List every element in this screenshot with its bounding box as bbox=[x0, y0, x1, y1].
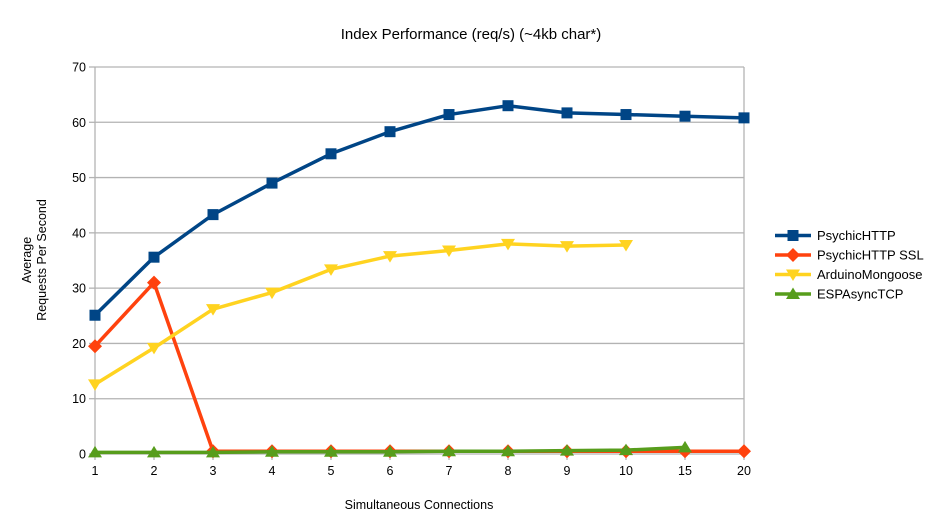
series-line bbox=[93, 280, 746, 453]
series-line bbox=[93, 103, 746, 317]
x-tick-label-20: 20 bbox=[737, 464, 751, 478]
data-point-7 bbox=[442, 245, 456, 258]
y-tick-label-50: 50 bbox=[72, 171, 86, 185]
legend-marker-diamond bbox=[786, 248, 800, 262]
data-point-20 bbox=[737, 444, 751, 459]
x-tick-label-5: 5 bbox=[328, 464, 335, 478]
data-point-5 bbox=[324, 445, 338, 457]
data-point-1 bbox=[88, 379, 102, 391]
data-point-3 bbox=[207, 209, 219, 221]
data-point-2 bbox=[147, 342, 161, 355]
y-tick-label-40: 40 bbox=[72, 226, 86, 240]
x-tick-label-9: 9 bbox=[564, 464, 571, 478]
data-point-4 bbox=[265, 287, 279, 300]
legend-label: ArduinoMongoose bbox=[817, 267, 923, 282]
data-point-8 bbox=[502, 100, 514, 112]
x-tick-label-3: 3 bbox=[210, 464, 217, 478]
data-point-7 bbox=[442, 444, 456, 457]
data-point-4 bbox=[266, 177, 278, 189]
data-point-2 bbox=[148, 251, 160, 263]
data-point-6 bbox=[383, 445, 397, 457]
data-point-10 bbox=[620, 109, 632, 121]
y-tick-label-0: 0 bbox=[79, 448, 86, 462]
y-axis-title-line2: Requests Per Second bbox=[35, 199, 49, 321]
data-point-2 bbox=[147, 445, 161, 458]
legend-item-espasynctcp: ESPAsyncTCP bbox=[775, 287, 903, 302]
data-point-6 bbox=[383, 251, 397, 263]
legend-marker-triangle-down bbox=[786, 269, 800, 281]
data-point-5 bbox=[324, 264, 338, 276]
series-line bbox=[93, 242, 628, 387]
y-tick-label-20: 20 bbox=[72, 337, 86, 351]
data-point-15 bbox=[678, 440, 692, 453]
x-axis-title: Simultaneous Connections bbox=[345, 498, 494, 512]
data-point-4 bbox=[265, 445, 279, 457]
legend-item-psychichttp-ssl: PsychicHTTP SSL bbox=[775, 248, 924, 263]
data-point-20 bbox=[738, 112, 750, 124]
x-tick-label-4: 4 bbox=[269, 464, 276, 478]
data-point-1 bbox=[89, 309, 101, 321]
y-tick-label-70: 70 bbox=[72, 61, 86, 75]
legend-marker-triangle-up bbox=[786, 287, 800, 299]
data-point-1 bbox=[88, 339, 102, 354]
legend-label: PsychicHTTP bbox=[817, 228, 896, 243]
legend-label: ESPAsyncTCP bbox=[817, 287, 903, 302]
legend: PsychicHTTP PsychicHTTP SSL ArduinoMongoos… bbox=[775, 228, 924, 302]
data-point-7 bbox=[443, 109, 455, 121]
data-point-8 bbox=[501, 238, 515, 251]
series-layer bbox=[88, 100, 751, 459]
chart-title: Index Performance (req/s) (~4kb char*) bbox=[341, 26, 602, 43]
x-tick-label-8: 8 bbox=[505, 464, 512, 478]
data-point-2 bbox=[147, 275, 161, 290]
data-point-9 bbox=[561, 107, 573, 119]
series-espasynctcp bbox=[88, 440, 692, 458]
data-point-1 bbox=[88, 445, 102, 458]
legend-label: PsychicHTTP SSL bbox=[817, 248, 924, 263]
data-point-6 bbox=[384, 126, 396, 138]
series-arduinomongoose bbox=[88, 238, 633, 391]
data-point-9 bbox=[560, 241, 574, 253]
x-tick-label-10: 10 bbox=[619, 464, 633, 478]
legend-item-psychichttp: PsychicHTTP bbox=[775, 228, 896, 243]
data-point-3 bbox=[206, 304, 220, 316]
data-point-15 bbox=[679, 110, 691, 122]
x-tick-label-6: 6 bbox=[387, 464, 394, 478]
grid-layer bbox=[94, 66, 745, 455]
legend-item-arduinomongoose: ArduinoMongoose bbox=[775, 267, 923, 282]
data-point-10 bbox=[619, 443, 633, 456]
data-point-10 bbox=[619, 240, 633, 252]
data-point-8 bbox=[501, 444, 515, 457]
y-tick-label-60: 60 bbox=[72, 116, 86, 130]
tick-layer: 0 10 20 30 40 50 60 70 1 2 3 4 5 6 7 8 9 10 15 20 bbox=[72, 61, 751, 479]
x-tick-label-7: 7 bbox=[446, 464, 453, 478]
series-psychichttp-ssl bbox=[88, 275, 751, 459]
y-axis-title-line1: Average bbox=[20, 237, 34, 283]
data-point-9 bbox=[560, 444, 574, 456]
x-tick-label-15: 15 bbox=[678, 464, 692, 478]
x-tick-label-2: 2 bbox=[151, 464, 158, 478]
x-tick-label-1: 1 bbox=[92, 464, 99, 478]
legend-marker-square bbox=[787, 230, 799, 241]
series-psychichttp bbox=[89, 100, 750, 321]
y-tick-label-30: 30 bbox=[72, 282, 86, 296]
y-tick-label-10: 10 bbox=[72, 392, 86, 406]
data-point-5 bbox=[325, 148, 337, 160]
data-point-3 bbox=[206, 445, 220, 458]
